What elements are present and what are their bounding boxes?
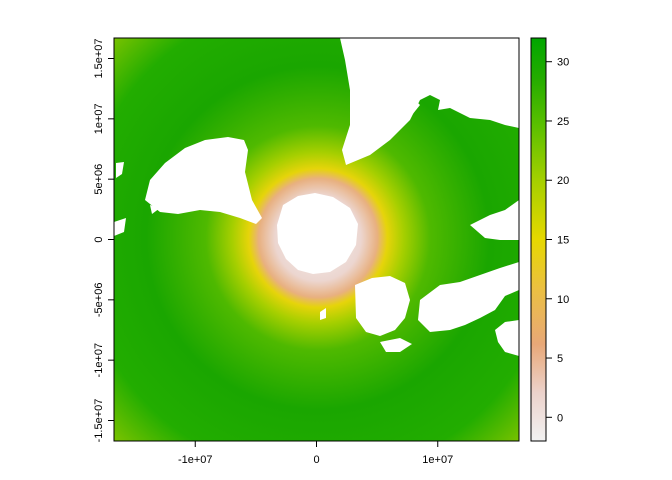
y-tick-label: 5e+06 [93,164,105,195]
y-tick-label: 0 [93,236,105,242]
north-america-east [470,200,519,240]
legend-tick-label: 15 [557,235,569,247]
legend-colorbar [530,37,547,442]
y-axis: 1.5e+07 1e+07 5e+06 0 -5e+06 -1e+07 -1.5e+07 [93,38,114,442]
x-tick-label: -1e+07 [178,454,213,466]
south-georgia [320,308,326,320]
legend-tick-label: 20 [557,175,569,187]
australia [145,137,262,224]
legend-tick-label: 5 [557,353,563,365]
madagascar [402,95,420,115]
y-tick-label: 1.5e+07 [93,38,105,78]
land-mask [114,38,519,356]
new-zealand [116,162,124,178]
caribbean-islands [495,320,519,356]
kerguelen [150,205,160,214]
africa [262,38,519,165]
y-tick-label: -1.5e+07 [93,399,105,443]
legend-tick-label: 10 [557,294,569,306]
north-america [418,262,519,332]
eurasia [440,38,462,95]
y-tick-label: -5e+06 [93,283,105,318]
south-america-tail [380,338,412,352]
sst-raster [114,38,519,441]
asia-east [495,68,519,105]
legend-tick-label: 0 [557,412,563,424]
south-america [355,276,410,336]
antarctica [277,193,358,274]
pacific-island [114,218,126,236]
x-tick-label: 0 [313,454,319,466]
legend-tick-label: 25 [557,116,569,128]
x-axis: -1e+07 0 1e+07 [178,441,453,466]
x-tick-label: 1e+07 [422,454,453,466]
legend-tick-label: 30 [557,57,569,69]
y-tick-label: -1e+07 [93,343,105,378]
y-tick-label: 1e+07 [93,103,105,134]
legend-axis: 30 25 20 15 10 5 0 [546,57,569,424]
